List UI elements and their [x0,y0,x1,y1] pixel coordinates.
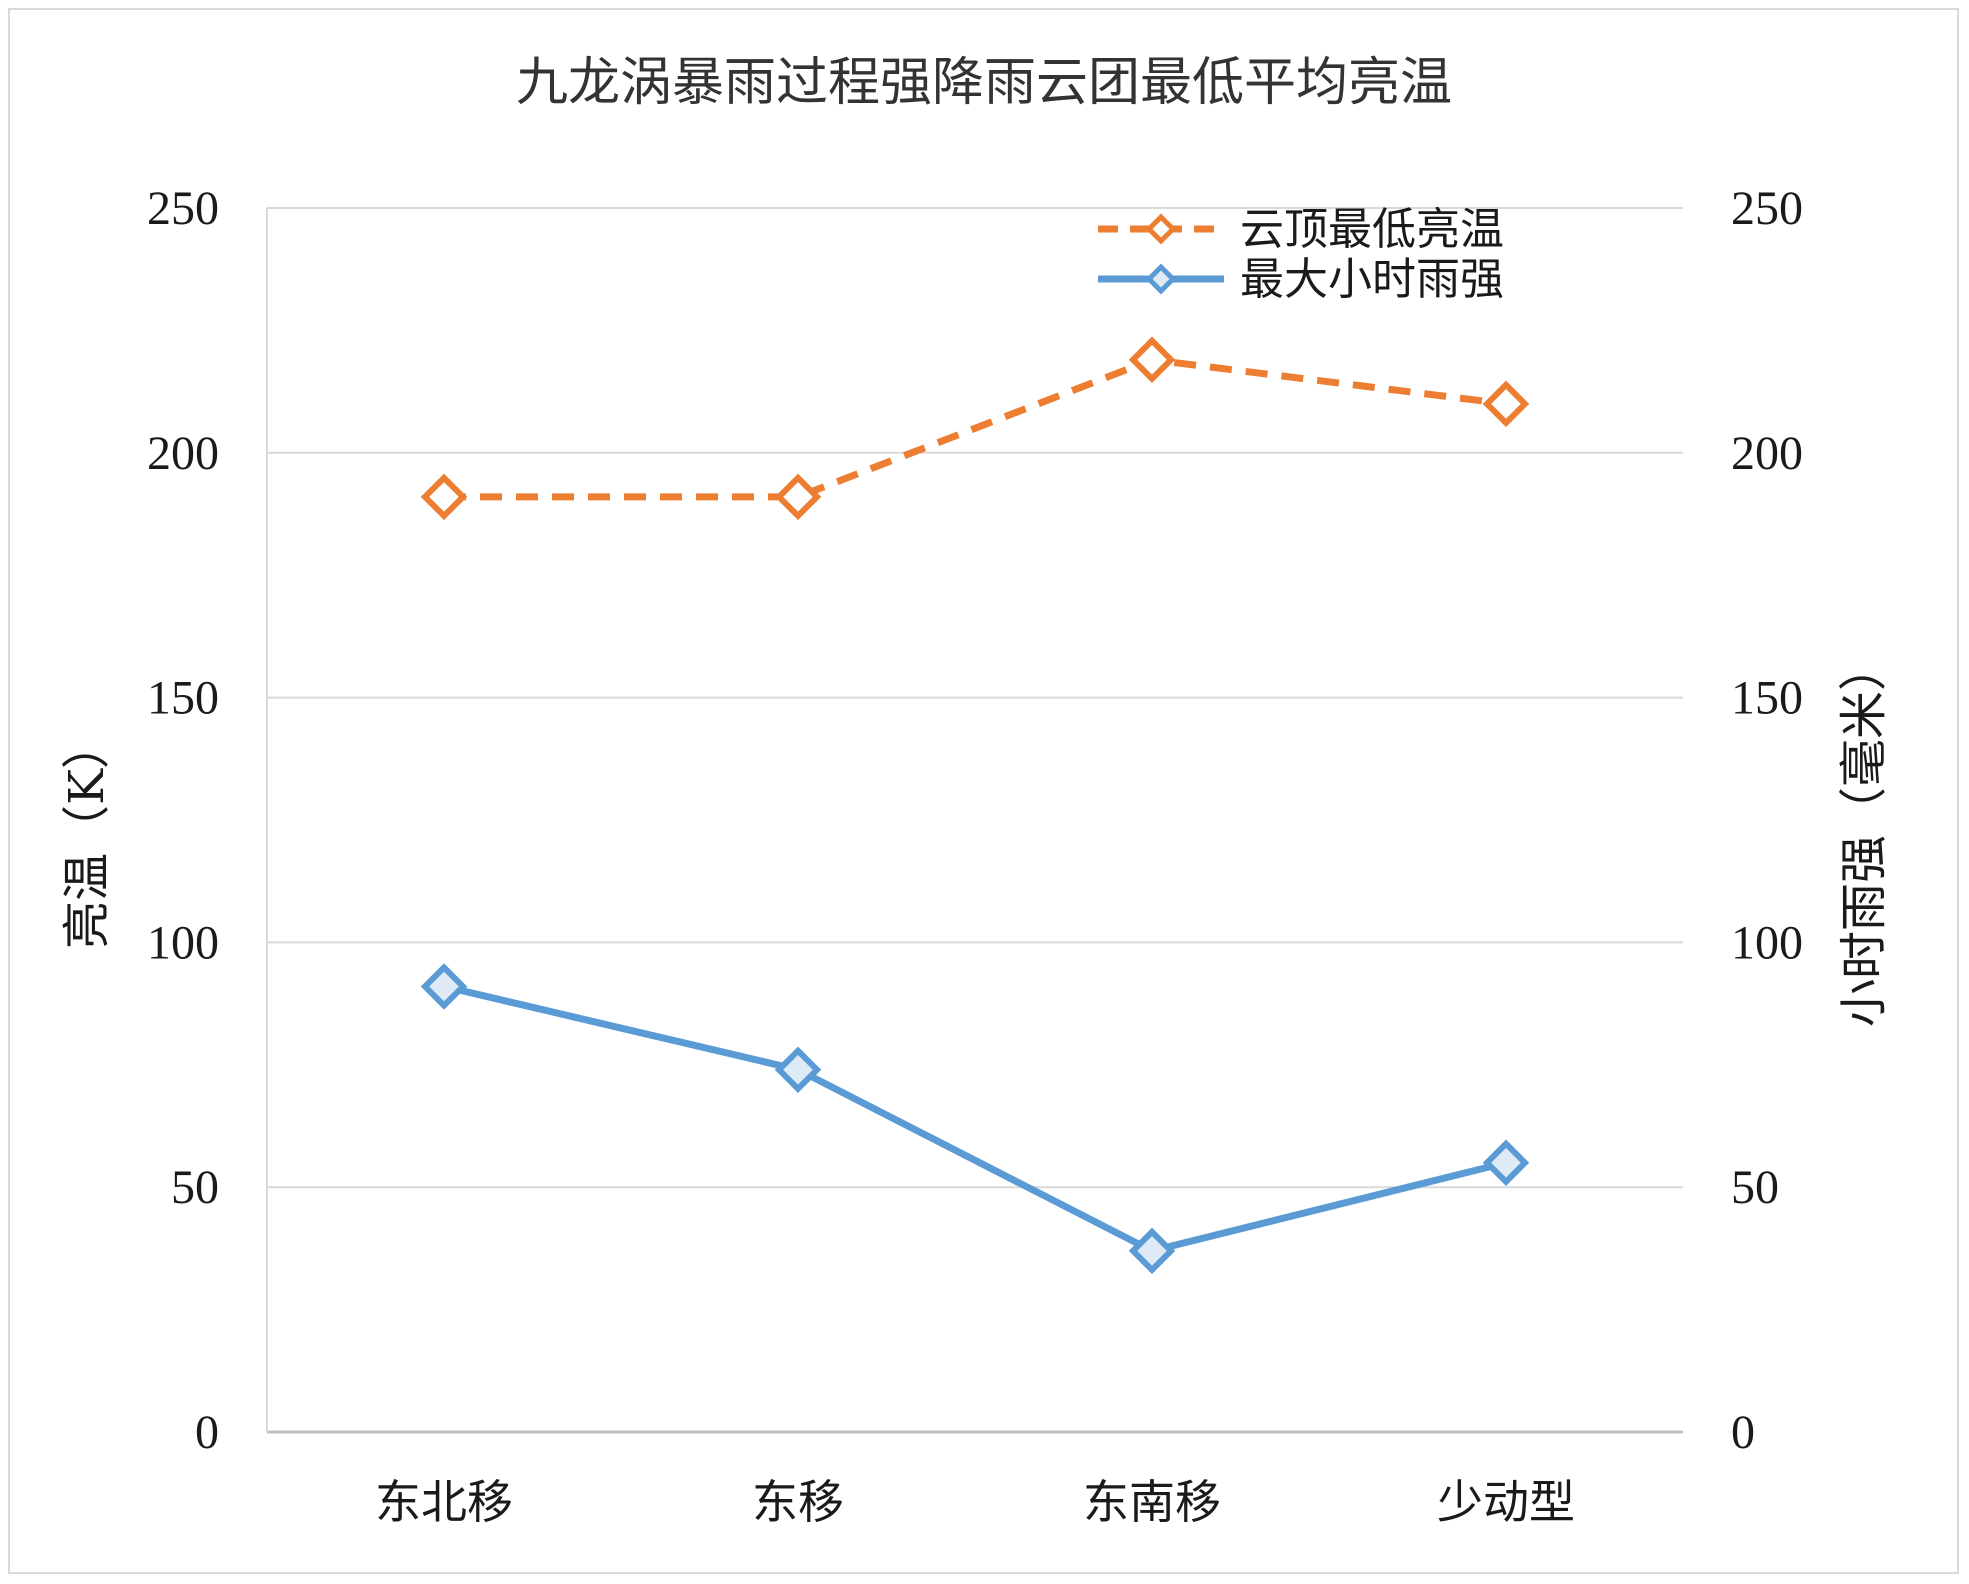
data-point [774,473,822,521]
legend-entry: 最大小时雨强 [1098,254,1504,305]
category-label: 东移 [752,1475,844,1529]
legend-marker [1145,263,1177,295]
left-tick-label: 100 [147,916,219,969]
data-point [1482,1139,1530,1186]
right-tick-label: 200 [1731,427,1803,480]
series-layer [420,336,1530,1275]
series-line [444,356,1507,501]
category-labels: 东北移 东移 东南移 少动型 [375,1475,1575,1529]
left-axis-title: 亮温（K） [59,721,115,949]
chart-title: 九龙涡暴雨过程强降雨云团最低平均亮温 [516,53,1452,113]
category-label: 东南移 [1083,1475,1221,1529]
series-line [443,983,1507,1255]
left-tick-label: 0 [195,1406,219,1459]
legend-label: 云顶最低亮温 [1240,204,1504,255]
series-1 [420,336,1530,521]
data-point [1128,1227,1176,1275]
left-tick-label: 200 [147,427,219,480]
right-tick-label: 150 [1731,672,1803,725]
data-point [1482,380,1530,428]
data-point [1128,336,1176,384]
right-tick-label: 100 [1731,916,1803,969]
right-axis-title: 小时雨强（毫米） [1836,643,1892,1027]
category-label: 东北移 [375,1475,513,1529]
chart-frame [8,8,1959,1574]
category-label: 少动型 [1437,1475,1575,1529]
data-point [420,473,468,521]
legend-entry: 云顶最低亮温 [1098,204,1504,255]
data-point [420,963,468,1010]
data-point [774,1046,822,1093]
legend-marker [1145,213,1177,245]
left-tick-label: 50 [171,1161,219,1214]
right-tick-label: 50 [1731,1161,1779,1214]
legend-label: 最大小时雨强 [1240,254,1504,305]
right-tick-label: 250 [1731,182,1803,235]
right-axis-ticks: 0 50 100 150 200 250 [1731,182,1803,1459]
series-2 [420,963,1530,1275]
left-axis-ticks: 0 50 100 150 200 250 [147,182,219,1459]
left-tick-label: 250 [147,182,219,235]
left-tick-label: 150 [147,672,219,725]
gridlines [266,207,1683,1434]
right-tick-label: 0 [1731,1406,1755,1459]
